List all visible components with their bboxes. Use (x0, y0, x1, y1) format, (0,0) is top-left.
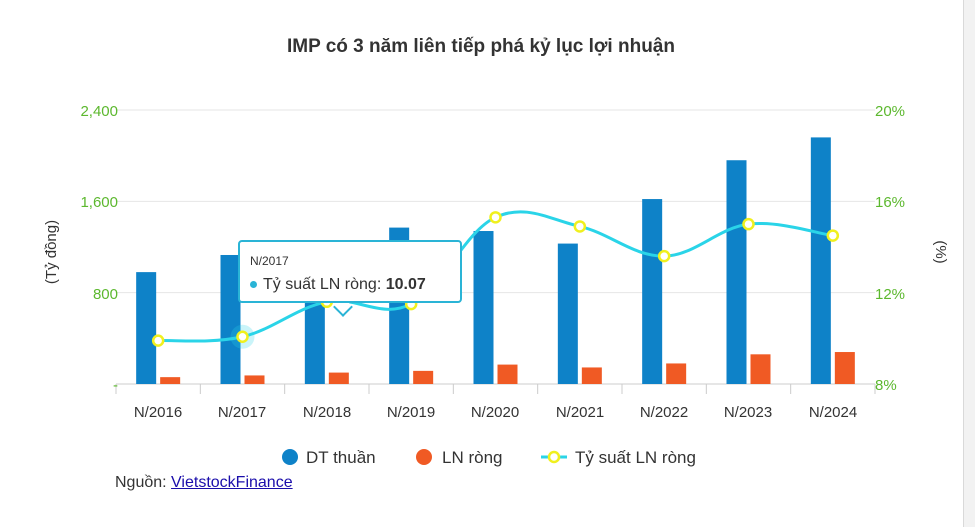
right-axis-ticks: 8% 12% 16% 20% (875, 103, 905, 394)
left-tick-1600: 1,600 (80, 194, 118, 211)
source-label: Nguồn: (115, 474, 172, 491)
x-tick-label: N/2017 (218, 404, 266, 421)
bar-revenue (220, 254, 241, 384)
legend-item-net-profit[interactable]: LN ròng (416, 448, 502, 467)
bar-revenue (557, 243, 578, 384)
legend: DT thuần LN ròng Tỷ suất LN ròng (282, 448, 696, 467)
right-tick-20: 20% (875, 103, 905, 120)
margin-point (657, 249, 671, 263)
x-tick-label: N/2020 (471, 404, 519, 421)
tooltip-value: 10.07 (385, 276, 426, 293)
legend-margin-label: Tỷ suất LN ròng (575, 448, 696, 467)
legend-revenue-marker (282, 449, 298, 465)
bar-net-profit (834, 352, 855, 384)
bar-net-profit (413, 370, 434, 384)
bar-revenue (473, 231, 494, 384)
right-tick-16: 16% (875, 194, 905, 211)
x-tick-label: N/2019 (387, 404, 435, 421)
margin-point (489, 211, 502, 224)
right-tick-8: 8% (875, 377, 897, 394)
margin-point (826, 229, 840, 242)
legend-item-margin[interactable]: Tỷ suất LN ròng (541, 448, 696, 467)
bar-net-profit (750, 354, 771, 384)
bar-net-profit (244, 375, 265, 384)
bar-net-profit (160, 377, 181, 384)
margin-point (573, 220, 587, 233)
legend-revenue-label: DT thuần (306, 448, 376, 467)
bar-net-profit (666, 363, 687, 384)
tooltip-row: Tỷ suất LN ròng: 10.07 (250, 276, 426, 294)
left-tick-2400: 2,400 (80, 103, 118, 120)
x-tick-label: N/2018 (303, 404, 351, 421)
legend-item-revenue[interactable]: DT thuần (282, 448, 376, 467)
x-tick-label: N/2016 (134, 404, 182, 421)
tooltip-series-dot (250, 281, 257, 289)
left-axis-ticks: - 800 1,600 2,400 (80, 103, 118, 394)
x-tick-label: N/2021 (556, 404, 604, 421)
right-axis-label: (%) (932, 240, 949, 263)
tooltip: N/2017 Tỷ suất LN ròng: 10.07 (238, 240, 462, 303)
legend-net-profit-marker (416, 449, 432, 465)
left-tick-0: - (113, 377, 118, 394)
bar-revenue (726, 160, 747, 384)
left-tick-800: 800 (93, 286, 118, 303)
legend-net-profit-label: LN ròng (442, 448, 502, 467)
x-tick-label: N/2023 (724, 404, 772, 421)
tooltip-category: N/2017 (250, 254, 289, 268)
x-axis-ticks: N/2016 N/2017 N/2018 N/2019 N/2020 N/202… (134, 404, 857, 421)
tooltip-label: Tỷ suất LN ròng: (263, 276, 386, 293)
bar-net-profit (497, 364, 518, 384)
margin-point (151, 334, 165, 347)
bars-layer (136, 137, 855, 384)
left-axis-label: (Tỷ đồng) (43, 220, 60, 284)
legend-margin-marker (547, 450, 561, 464)
chart-title: IMP có 3 năm liên tiếp phá kỷ lục lợi nh… (287, 36, 675, 57)
margin-point (742, 217, 755, 231)
source-link[interactable]: VietstockFinance (171, 474, 293, 491)
source-note: Nguồn: VietstockFinance (115, 474, 293, 492)
margin-point (236, 330, 249, 343)
right-tick-12: 12% (875, 286, 905, 303)
bar-net-profit (581, 367, 602, 384)
bar-net-profit (328, 372, 349, 384)
x-tick-label: N/2022 (640, 404, 688, 421)
bar-revenue (810, 137, 831, 384)
bar-revenue (642, 199, 663, 384)
bar-revenue (136, 272, 157, 384)
x-tick-label: N/2024 (809, 404, 857, 421)
